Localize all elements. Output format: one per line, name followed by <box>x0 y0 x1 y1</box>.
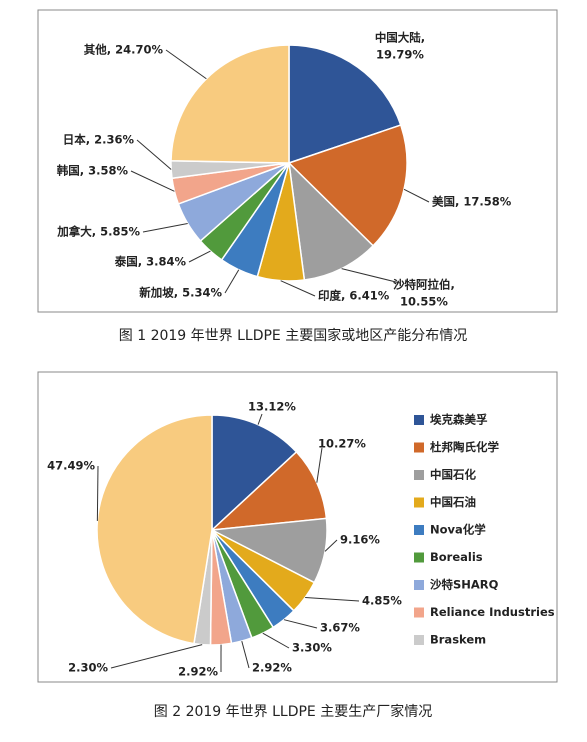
leader-line <box>263 633 289 648</box>
leader-line <box>281 281 315 296</box>
data-label: 10.27% <box>318 437 366 451</box>
legend-swatch <box>414 608 424 618</box>
data-label: 10.55% <box>400 295 448 309</box>
data-label: 印度, 6.41% <box>318 289 390 303</box>
legend-swatch <box>414 635 424 645</box>
legend-label: 沙特SHARQ <box>430 578 499 592</box>
legend-label: 中国石化 <box>430 468 476 482</box>
legend-swatch <box>414 553 424 563</box>
legend-swatch <box>414 470 424 480</box>
caption: 图 1 2019 年世界 LLDPE 主要国家或地区产能分布情况 <box>119 327 467 344</box>
data-label: 泰国, 3.84% <box>114 255 187 269</box>
leader-line <box>284 620 317 628</box>
data-label: 4.85% <box>362 594 402 608</box>
data-label: 加拿大, 5.85% <box>56 225 140 239</box>
legend-swatch <box>414 415 424 425</box>
leader-line <box>97 466 98 521</box>
leader-line <box>225 270 239 293</box>
leader-line <box>258 414 262 425</box>
pie-slice <box>171 45 289 163</box>
leader-line <box>404 189 429 202</box>
data-label: 3.30% <box>292 641 332 655</box>
data-label: 其他, 24.70% <box>84 43 164 57</box>
legend-label: 中国石油 <box>430 495 476 509</box>
caption: 图 2 2019 年世界 LLDPE 主要生产厂家情况 <box>154 703 432 720</box>
data-label: 19.79% <box>376 48 424 62</box>
leader-line <box>143 223 188 232</box>
legend-label: Reliance Industries <box>430 605 555 619</box>
data-label: 中国大陆, <box>375 31 425 45</box>
data-label: 47.49% <box>47 459 95 473</box>
legend-label: Borealis <box>430 550 483 564</box>
data-label: 2.92% <box>178 665 218 679</box>
leader-line <box>242 641 249 668</box>
leader-line <box>189 251 210 262</box>
leader-line <box>137 140 171 170</box>
leader-line <box>166 50 206 79</box>
data-label: 美国, 17.58% <box>432 195 512 209</box>
data-label: 新加坡, 5.34% <box>139 286 222 300</box>
data-label: 2.92% <box>252 661 292 675</box>
data-label: 13.12% <box>248 400 296 414</box>
leader-line <box>131 171 174 191</box>
data-label: 2.30% <box>68 661 108 675</box>
legend-label: Nova化学 <box>430 523 486 537</box>
leader-line <box>305 597 359 601</box>
data-label: 9.16% <box>340 533 380 547</box>
legend-label: 杜邦陶氏化学 <box>430 440 499 454</box>
data-label: 3.67% <box>320 621 360 635</box>
pie-slice <box>97 415 212 644</box>
legend-swatch <box>414 498 424 508</box>
data-label: 韩国, 3.58% <box>57 164 129 178</box>
leader-line <box>342 269 400 283</box>
data-label: 日本, 2.36% <box>63 133 135 147</box>
leader-line <box>317 448 322 483</box>
legend-swatch <box>414 580 424 590</box>
legend-swatch <box>414 443 424 453</box>
data-label: 沙特阿拉伯, <box>393 278 455 292</box>
legend-label: 埃克森美孚 <box>430 413 488 427</box>
legend-swatch <box>414 525 424 535</box>
legend-label: Braskem <box>430 633 486 647</box>
